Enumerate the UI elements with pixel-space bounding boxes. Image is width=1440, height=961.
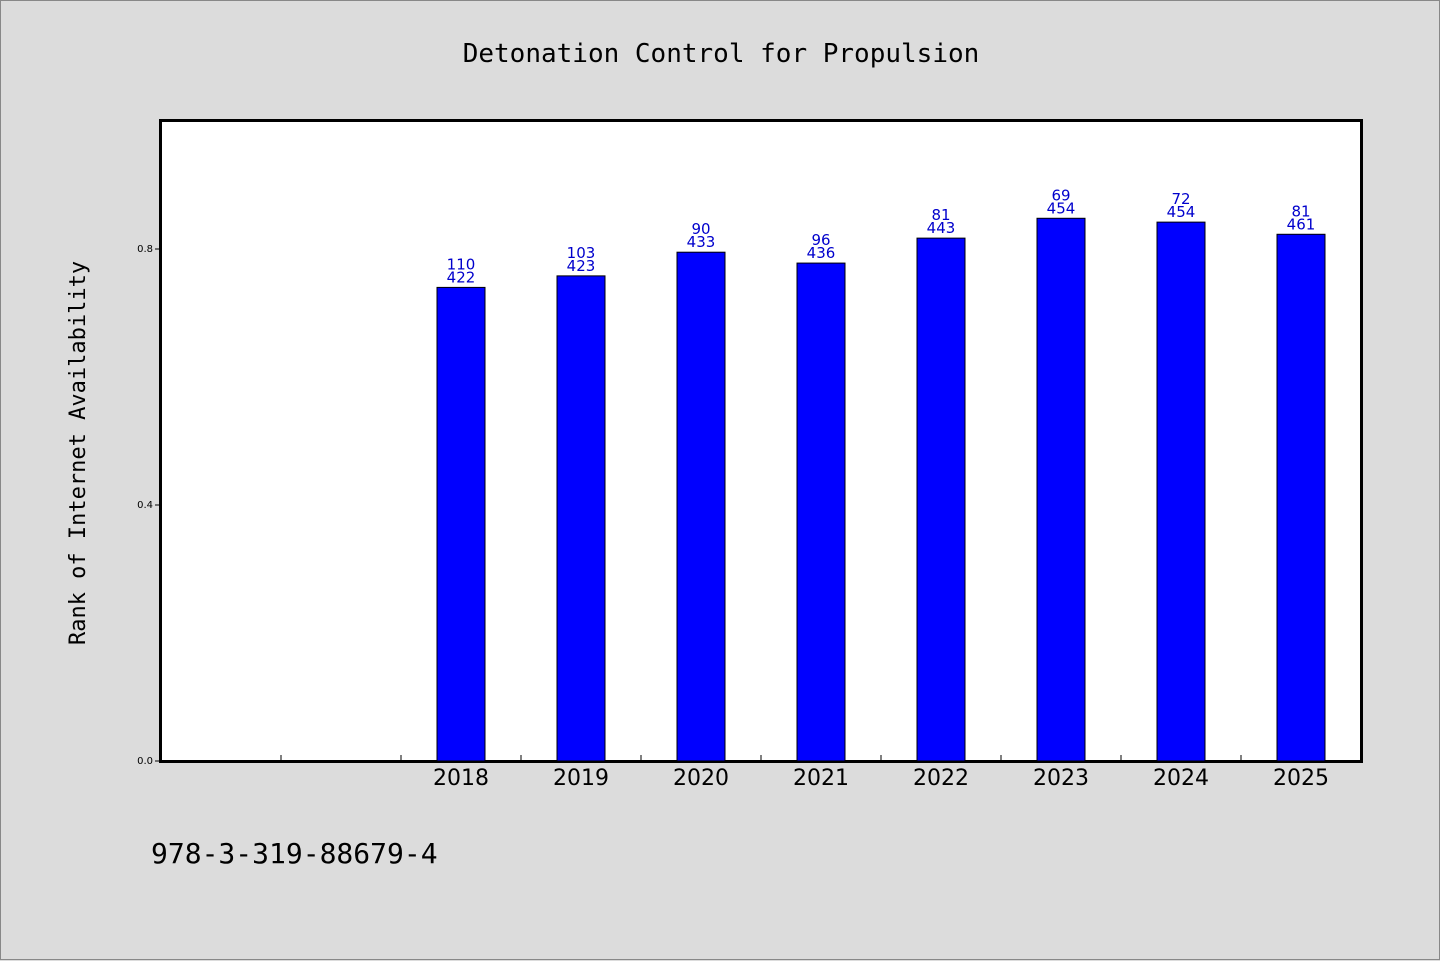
bar-label-top: 96	[811, 231, 830, 249]
x-tick-label: 2024	[1153, 766, 1209, 791]
chart-title: Detonation Control for Propulsion	[463, 39, 980, 69]
bar-label-top: 110	[447, 255, 476, 273]
bar-label-bottom: 443	[927, 219, 956, 237]
x-tick-label: 2020	[673, 766, 729, 791]
bar-label-top: 81	[931, 206, 950, 224]
bar-label-bottom: 433	[687, 233, 716, 251]
bar-label-bottom: 423	[567, 257, 596, 275]
bar-label-top: 103	[567, 244, 596, 262]
bar-2022	[916, 237, 966, 762]
x-tick-label: 2019	[553, 766, 609, 791]
bar-2024	[1156, 221, 1206, 762]
y-tick-label: 0.4	[137, 500, 153, 511]
bar-label-top: 72	[1171, 190, 1190, 208]
bar-2023	[1036, 217, 1086, 762]
bar-2020	[676, 251, 726, 762]
x-tick-label: 2023	[1033, 766, 1089, 791]
bar-label-bottom: 422	[447, 268, 476, 286]
bar-2021	[796, 262, 846, 762]
bar-2018	[436, 286, 486, 762]
bar-label-bottom: 436	[807, 244, 836, 262]
x-tick-label: 2025	[1273, 766, 1329, 791]
x-tick-label: 2021	[793, 766, 849, 791]
bars-group	[436, 217, 1326, 762]
bar-label-top: 81	[1291, 202, 1310, 220]
y-tick-label: 0.8	[137, 244, 153, 255]
x-tick-label: 2018	[433, 766, 489, 791]
isbn-footer: 978-3-319-88679-4	[151, 837, 438, 870]
bar-2025	[1276, 233, 1326, 762]
y-axis-label: Rank of Internet Availability	[66, 261, 91, 645]
bar-label-bottom: 454	[1047, 199, 1076, 217]
x-axis-ticks: 2018 2019 2020 2021 2022 2023 2024 2025	[280, 755, 1329, 791]
bar-2019	[556, 275, 606, 762]
bar-label-top: 90	[691, 220, 710, 238]
bar-label-bottom: 454	[1167, 203, 1196, 221]
x-tick-label: 2022	[913, 766, 969, 791]
y-tick-label: 0.0	[137, 756, 153, 767]
bar-label-bottom: 461	[1287, 215, 1316, 233]
bar-label-top: 69	[1051, 186, 1070, 204]
y-axis-ticks: 0.0 0.4 0.8	[137, 244, 161, 767]
